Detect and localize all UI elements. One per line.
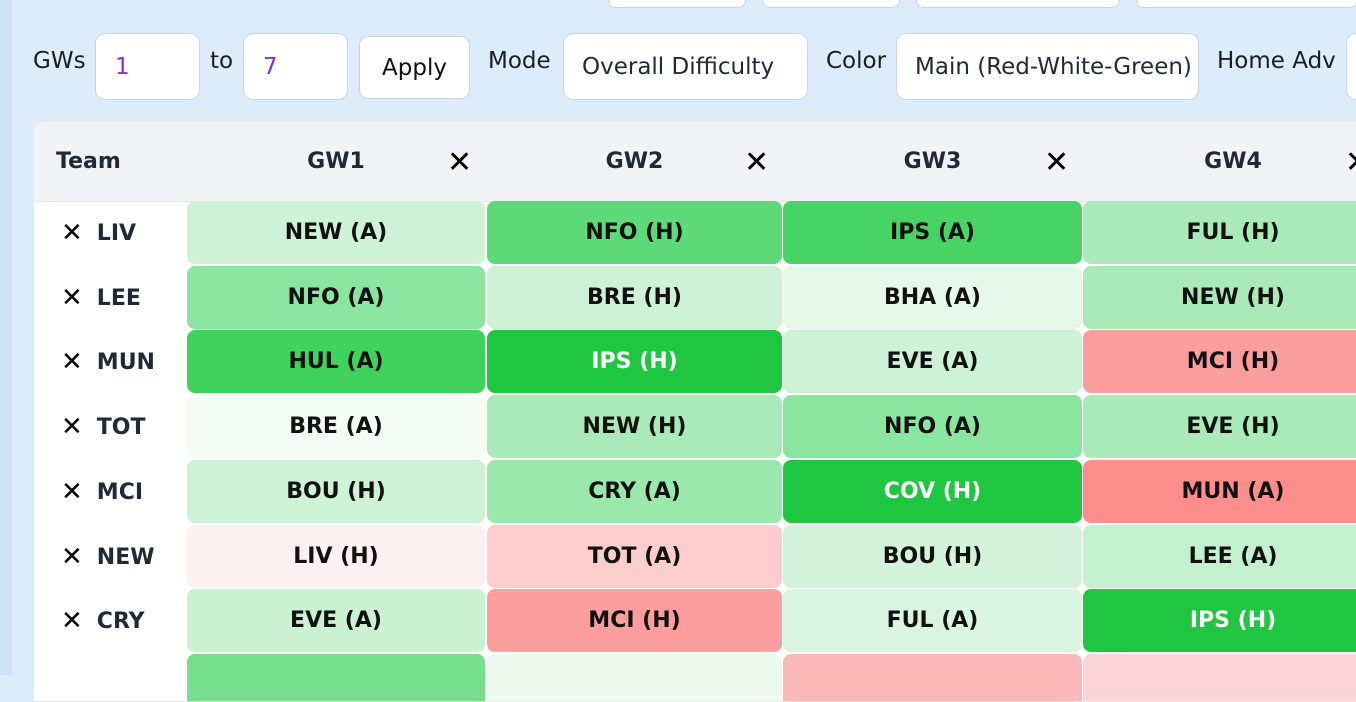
fixture-cell[interactable]: BHA (A) [783,266,1082,329]
mode-select[interactable]: Overall Difficulty [563,33,808,100]
color-label: Color [826,48,887,74]
team-name: NEW [96,544,155,570]
gw-column-header: GW1 [307,148,365,174]
top-control-stub[interactable] [762,0,900,8]
left-edge-strip [0,0,12,675]
team-row-label: ✕ TOT [34,395,187,459]
fixture-cell[interactable]: BRE (A) [187,395,485,458]
team-name: CRY [96,608,145,634]
fixture-cell[interactable]: FUL (H) [1083,201,1356,264]
mode-label: Mode [488,48,551,74]
remove-team-icon[interactable]: ✕ [61,477,83,507]
team-name: MUN [96,349,155,375]
gw-from-input[interactable]: 1 [95,33,200,100]
remove-column-icon[interactable]: ✕ [744,145,770,180]
fixture-cell[interactable]: EVE (A) [187,589,485,652]
team-row-label: ✕ CRY [34,589,187,653]
fixture-table: Team GW1 ✕ GW2 ✕ GW3 ✕ GW4 ✕ ✕ LIV NEW (A)NFO (H)… [33,120,1356,702]
fixture-cell[interactable]: NFO (A) [187,266,485,329]
fixture-cell[interactable]: IPS (H) [487,330,782,393]
remove-column-icon[interactable]: ✕ [1044,145,1070,180]
team-row-label: ✕ MUN [34,330,187,394]
remove-team-icon[interactable]: ✕ [61,542,83,572]
fixture-cell[interactable]: NEW (H) [487,395,782,458]
fixture-cell[interactable]: CRY (A) [487,460,782,523]
gws-label: GWs [33,48,86,74]
team-name: LIV [96,220,137,246]
fixture-cell[interactable]: EVE (A) [783,330,1082,393]
home-adv-input[interactable] [1346,33,1356,100]
fixture-cell[interactable]: BOU (H) [783,525,1082,588]
gw-to-input[interactable]: 7 [243,33,348,100]
fixture-cell[interactable]: IPS (A) [783,201,1082,264]
fixture-cell[interactable]: NEW (H) [1083,266,1356,329]
color-select[interactable]: Main (Red-White-Green) [896,33,1199,100]
fixture-cell[interactable]: COV (H) [783,460,1082,523]
fixture-cell[interactable]: BRE (H) [487,266,782,329]
apply-button[interactable]: Apply [359,36,470,99]
fixture-cell[interactable]: EVE (H) [1083,395,1356,458]
fixture-cell[interactable] [187,654,485,701]
remove-column-icon[interactable]: ✕ [1345,148,1356,178]
fixture-cell[interactable]: NFO (A) [783,395,1082,458]
remove-team-icon[interactable]: ✕ [61,218,83,248]
fixture-cell[interactable]: LEE (A) [1083,525,1356,588]
gw-column-header: GW2 [605,148,664,174]
team-row-label: ✕ NEW [34,525,187,589]
fixture-cell[interactable]: IPS (H) [1083,589,1356,652]
remove-team-icon[interactable]: ✕ [61,412,83,442]
fixture-cell[interactable]: FUL (A) [783,589,1082,652]
remove-team-icon[interactable]: ✕ [61,283,83,313]
fixture-cell[interactable]: MUN (A) [1083,460,1356,523]
team-row-label: ✕ LEE [34,266,187,330]
gw-column-header: GW3 [903,148,962,174]
fixture-cell[interactable]: LIV (H) [187,525,485,588]
fixture-cell[interactable] [1083,654,1356,701]
fixture-cell[interactable]: BOU (H) [187,460,485,523]
team-row-label: ✕ MCI [34,460,187,524]
team-name: LEE [96,285,141,311]
top-control-stub[interactable] [1136,0,1356,8]
remove-team-icon[interactable]: ✕ [61,347,83,377]
fixture-cell[interactable]: NEW (A) [187,201,485,264]
team-name: TOT [96,414,146,440]
gw-column-header: GW4 [1204,148,1262,174]
fixture-cell[interactable] [487,654,782,701]
fixture-cell[interactable]: NFO (H) [487,201,782,264]
fixture-cell[interactable]: TOT (A) [487,525,782,588]
team-column-header: Team [56,148,121,174]
top-control-stub[interactable] [608,0,746,8]
fixture-cell[interactable] [783,654,1082,701]
team-row-label: ✕ LIV [34,201,187,265]
team-name: MCI [96,479,144,505]
fixture-cell[interactable]: HUL (A) [187,330,485,393]
top-control-stub[interactable] [916,0,1120,8]
to-label: to [210,48,234,74]
fixture-cell[interactable]: MCI (H) [1083,330,1356,393]
home-adv-label: Home Adv [1217,48,1336,74]
remove-team-icon[interactable]: ✕ [61,606,83,636]
fixture-cell[interactable]: MCI (H) [487,589,782,652]
table-header: Team GW1 ✕ GW2 ✕ GW3 ✕ GW4 ✕ [34,121,1356,202]
remove-column-icon[interactable]: ✕ [447,145,473,180]
